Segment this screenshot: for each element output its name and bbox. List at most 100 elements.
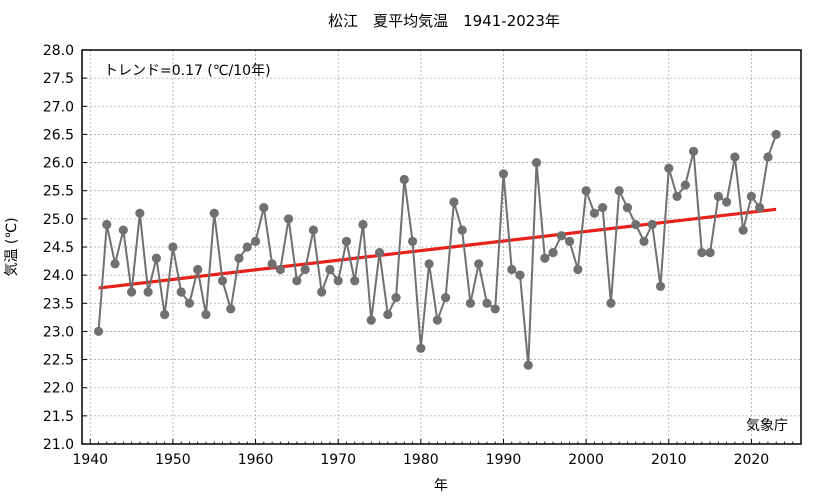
- data-point: [143, 287, 153, 297]
- y-tick-label: 22.0: [43, 381, 74, 397]
- y-axis: 21.0 21.5 22.0 22.5 23.0 23.5 24.0 24.5 25.0 25.5…: [43, 43, 87, 453]
- data-point: [110, 259, 120, 269]
- y-tick-label: 23.5: [43, 296, 74, 312]
- data-point: [556, 231, 566, 241]
- y-tick-label: 25.5: [43, 184, 74, 200]
- data-point: [606, 298, 616, 308]
- data-point: [598, 203, 608, 213]
- data-point: [705, 248, 715, 258]
- x-tick-label: 1950: [155, 452, 191, 468]
- y-axis-label: 気温 (℃): [4, 217, 20, 276]
- data-point: [242, 242, 252, 252]
- data-point: [333, 276, 343, 286]
- data-point: [730, 152, 740, 162]
- y-tick-label: 21.5: [43, 409, 74, 425]
- data-point: [234, 253, 244, 263]
- y-tick-label: 24.0: [43, 268, 74, 284]
- temperature-series: [93, 129, 781, 370]
- data-point: [722, 197, 732, 207]
- y-tick-label: 24.5: [43, 240, 74, 256]
- data-point: [697, 248, 707, 258]
- data-point: [325, 264, 335, 275]
- grid: [82, 49, 801, 445]
- chart-title: 松江 夏平均気温 1941-2023年: [328, 12, 560, 30]
- data-point: [374, 248, 385, 258]
- data-point: [655, 281, 666, 291]
- x-tick-label: 1940: [72, 452, 108, 468]
- data-point: [531, 157, 542, 168]
- data-point: [523, 360, 533, 370]
- data-point: [622, 203, 633, 213]
- y-tick-label: 26.0: [43, 156, 74, 172]
- data-point: [250, 236, 261, 246]
- data-point: [284, 214, 294, 224]
- data-point: [151, 253, 161, 263]
- data-point: [573, 264, 583, 275]
- x-axis: 1940 1950 1960 1970 1980 1990 2000 2010 2020: [72, 439, 802, 468]
- x-tick-label: 1980: [403, 452, 439, 468]
- data-point: [275, 264, 285, 275]
- data-point: [639, 236, 649, 246]
- data-point: [589, 208, 599, 218]
- y-tick-label: 27.5: [43, 71, 74, 87]
- data-point: [672, 191, 682, 201]
- data-point: [184, 298, 195, 308]
- data-point: [300, 264, 310, 275]
- data-point: [515, 270, 525, 280]
- data-point: [631, 219, 641, 230]
- data-point: [416, 343, 426, 353]
- x-tick-label: 2020: [734, 452, 770, 468]
- data-point: [308, 225, 319, 235]
- data-point: [465, 298, 476, 308]
- y-tick-label: 28.0: [43, 43, 74, 59]
- y-tick-label: 21.0: [43, 437, 74, 453]
- data-point: [755, 203, 765, 213]
- x-tick-label: 1960: [238, 452, 274, 468]
- y-tick-label: 23.0: [43, 324, 74, 340]
- data-point: [317, 287, 327, 297]
- y-tick-label: 26.5: [43, 127, 74, 143]
- data-point: [564, 236, 575, 246]
- data-point: [341, 236, 352, 246]
- data-point: [407, 236, 418, 246]
- data-point: [763, 152, 773, 162]
- trend-line: [98, 207, 777, 290]
- data-point: [449, 197, 459, 207]
- data-point: [548, 248, 558, 258]
- data-point: [474, 259, 484, 269]
- data-point: [118, 225, 128, 235]
- data-point: [482, 298, 492, 308]
- data-point: [432, 315, 442, 325]
- data-point: [507, 264, 517, 275]
- data-point: [680, 180, 690, 190]
- data-point: [176, 287, 186, 297]
- data-point: [102, 219, 112, 230]
- data-point: [259, 203, 269, 213]
- data-point: [391, 293, 401, 303]
- data-point: [217, 276, 228, 286]
- data-point: [135, 208, 145, 218]
- data-point: [713, 191, 723, 201]
- data-point: [366, 315, 376, 325]
- x-tick-label: 2010: [651, 452, 687, 468]
- y-tick-label: 22.5: [43, 353, 74, 369]
- y-tick-label: 25.0: [43, 212, 74, 228]
- trend-segment: [98, 207, 777, 290]
- x-tick-label: 2000: [568, 452, 604, 468]
- data-point: [457, 225, 467, 235]
- x-tick-label: 1990: [486, 452, 522, 468]
- data-point: [209, 208, 219, 218]
- data-point: [647, 219, 657, 230]
- data-point: [292, 276, 302, 286]
- data-point: [267, 259, 277, 269]
- data-point: [358, 219, 368, 230]
- data-point: [193, 264, 203, 275]
- data-point: [746, 191, 757, 201]
- trend-label: トレンド=0.17 (℃/10年): [104, 63, 271, 79]
- data-point: [383, 309, 393, 320]
- data-point: [226, 304, 236, 314]
- data-point: [581, 186, 591, 196]
- data-point: [771, 129, 781, 140]
- data-point: [664, 163, 674, 173]
